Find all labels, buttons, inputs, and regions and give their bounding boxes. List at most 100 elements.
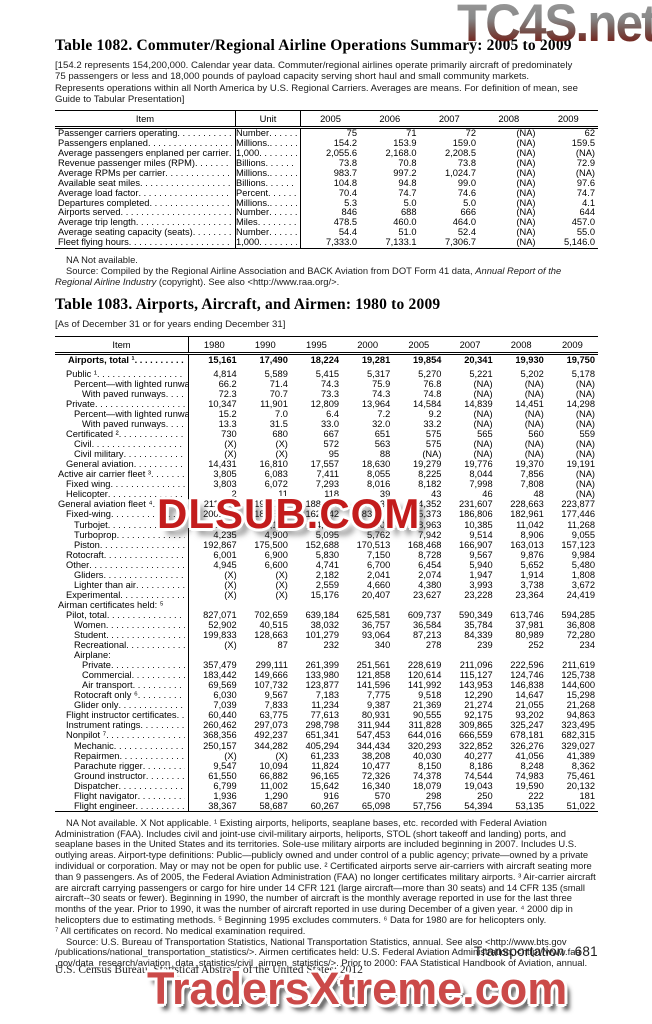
item-cell: Miles [235,218,301,229]
value-cell: 7.2 [377,408,391,419]
value-cell: 7.0 [274,408,288,419]
dot-leader [146,771,185,781]
value-cell: 1,290 [264,790,288,801]
value-cell: (NA) [575,449,595,460]
value-cell: 7,150 [366,549,391,560]
table-row: Helicopter 2 11 118 39 43 46 48 (NA) [55,489,598,500]
value-cell: 170,513 [356,539,391,550]
table-row: Pilot, total 827,071 702,659 639,184 625,581… [55,609,598,620]
value-cell: 325,247 [510,720,544,731]
value-cell: 93,064 [361,630,391,641]
table-row: Nonpilot ⁷ 368,356 492,237 651,341 547,453 64… [55,730,598,741]
value-cell: 5.0 [403,198,417,208]
dot-leader [119,429,185,439]
value-cell: 52.4 [457,228,476,238]
value-cell: 2,041 [366,569,391,580]
value-cell: 231,607 [459,499,493,510]
item-cell: Rotocraft [55,549,189,560]
value-cell: (NA) [575,489,595,500]
value-cell: 2,074 [418,569,442,580]
table-row: Public ¹ 4,814 5,589 5,415 5,317 5,270 5,221 5,… [55,368,598,379]
value-cell: 666,559 [459,730,493,741]
value-cell: 65,098 [361,800,391,811]
item-cell: Number [235,208,301,219]
table-row: Glider only 7,039 7,833 11,234 9,387 21,369 21… [55,700,598,711]
table-1083-body: Airports, total ¹ 15,161 17,490 18,224 19,28… [55,353,598,812]
value-cell: 55.0 [576,228,595,238]
table-row: Average trip lengthMiles 478.5 460.0 464.0 (… [55,218,598,229]
value-cell: 702,659 [254,609,288,620]
value-cell: 88 [379,449,391,460]
value-cell: 19,279 [413,459,442,470]
table-row: Airplane: [55,650,598,661]
value-cell: 5,178 [571,368,595,379]
value-cell: 73.8 [457,158,476,168]
table-row: Departures completedMillions. 5.3 5.0 5.0 (N… [55,198,598,209]
value-cell: 211,043 [203,499,237,510]
value-cell: 6,072 [264,479,288,490]
value-cell: 492,237 [254,730,288,741]
value-cell: 4,741 [315,559,340,570]
value-cell: 223,877 [561,499,595,510]
value-cell: 35,784 [464,619,493,630]
dot-leader [107,610,185,620]
value-cell: 33.2 [423,419,442,430]
value-cell: 9,518 [418,690,442,701]
value-cell: 51,022 [566,800,595,811]
table-row: Mechanic 250,157 344,282 405,294 344,434 320,… [55,740,598,751]
value-cell: (NA) [575,408,595,419]
value-cell: 38,032 [310,619,340,630]
source-text: (copyright). See also <http://www.raa.or… [156,275,340,287]
value-cell [240,600,291,610]
item-cell: Airports served [55,208,236,219]
table-row: Instrument ratings 260,462 297,073 298,798 3… [55,720,598,731]
value-cell: 198,000 [254,499,288,510]
item-cell: Flight instructor certificates [55,710,189,721]
value-cell: 8,963 [418,519,442,530]
table-1083-note: [As of December 31 or for years ending D… [55,319,286,331]
value-cell: 4,660 [366,579,391,590]
value-cell: 53,135 [515,800,544,811]
value-cell: 13.3 [218,419,237,430]
value-cell: 6,083 [264,469,288,480]
value-cell: 997.2 [393,168,417,178]
dot-leader [106,620,185,630]
value-cell: 6.4 [326,408,340,419]
value-cell: 107,732 [254,680,288,691]
dot-leader [108,520,185,530]
dot-leader [133,680,185,690]
value-cell: 680 [272,429,288,440]
value-cell: 11,042 [516,519,544,530]
value-cell: 4,814 [213,368,237,379]
page-number: 681 [574,944,598,959]
item-cell: Piston [55,539,189,550]
value-cell: 41,056 [515,750,544,761]
value-cell: 575 [425,429,442,440]
value-cell: 74,544 [464,770,493,781]
value-cell: 92,175 [464,710,493,721]
value-cell: 682,315 [561,730,595,741]
value-cell: 2,559 [315,579,340,590]
value-cell: 87 [277,640,288,651]
value-cell: (X) [275,569,288,580]
value-cell: 326,276 [510,740,544,751]
value-cell: 5,589 [264,368,288,379]
item-cell: Fleet flying hours [55,238,236,249]
value-cell: 232 [323,640,340,651]
value-cell: 15,642 [310,780,340,791]
value-cell: 7,833 [264,700,288,711]
value-cell [547,650,598,660]
table-row: Women 52,902 40,515 38,032 36,757 36,584 35,78… [55,619,598,631]
value-cell: (NA) [516,218,536,228]
item-cell: 1,000 [235,238,301,249]
item-cell: Air transport [55,680,189,691]
value-cell [444,650,495,660]
value-cell: 4.1 [582,198,595,208]
value-cell: 188,089 [305,499,340,510]
value-cell: 19,930 [515,354,544,365]
value-cell: 15,298 [566,690,595,701]
value-cell: 73.3 [320,388,340,399]
value-cell: 8,044 [469,469,493,480]
table-row: Airports servedNumber 846 688 666 (NA) 644 [55,208,598,219]
item-cell: Flight navigator [55,790,189,801]
